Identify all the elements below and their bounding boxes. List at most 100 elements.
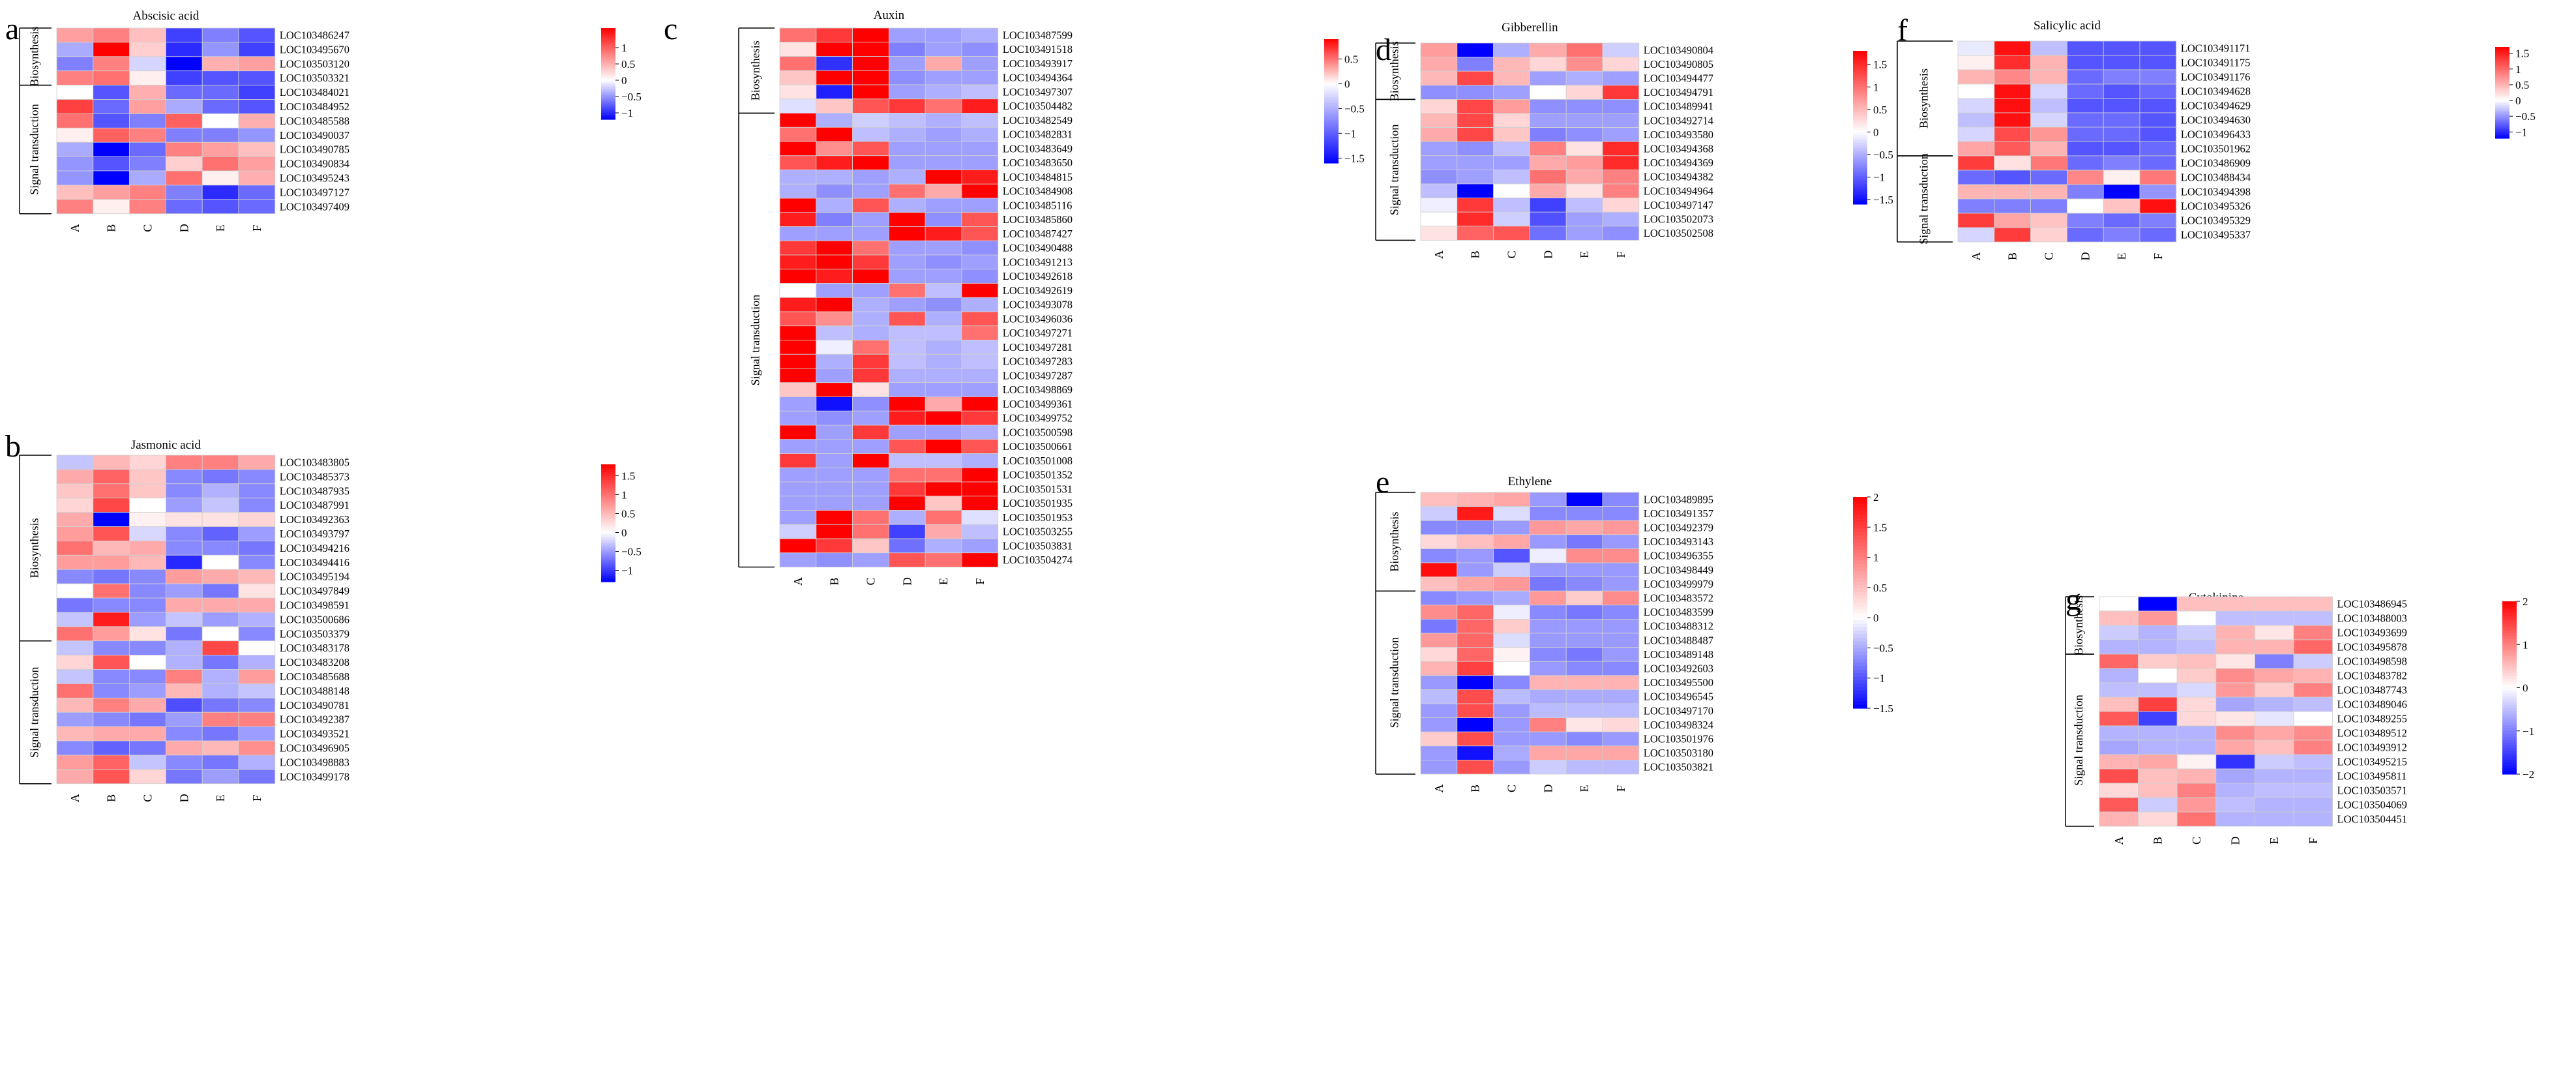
colorbar-swatch (601, 494, 615, 496)
heatmap-cell (165, 626, 203, 642)
heatmap-cell (56, 156, 94, 172)
heatmap-cell (129, 113, 166, 128)
heatmap-cell (1493, 605, 1530, 620)
heatmap-cell (2176, 783, 2217, 798)
heatmap-cell (2103, 112, 2140, 128)
heatmap-cell (779, 382, 817, 397)
heatmap-cell (1602, 85, 1640, 100)
heatmap-cell (1994, 141, 2032, 157)
colorbar-swatch (1853, 74, 1867, 77)
heatmap-cell (201, 755, 239, 770)
heatmap-cell (238, 99, 276, 114)
colorbar-swatch (601, 107, 615, 110)
colorbar-swatch (2495, 71, 2509, 74)
heatmap-cell (129, 669, 166, 684)
heatmap-cell (1602, 506, 1640, 521)
heatmap-cell (93, 127, 130, 143)
heatmap-cell (2099, 639, 2139, 655)
heatmap-cell (2139, 40, 2177, 56)
heatmap-cell (129, 469, 166, 485)
row-label: LOC103494216 (280, 542, 349, 554)
heatmap-cell (93, 626, 130, 642)
heatmap-cell (1457, 183, 1494, 199)
heatmap-cell (129, 640, 166, 656)
heatmap-cell (165, 583, 203, 599)
heatmap-cell (961, 141, 999, 157)
heatmap-cell (889, 410, 926, 426)
heatmap-cell (779, 353, 817, 369)
heatmap-cell (1493, 113, 1530, 128)
colorbar-swatch (1853, 89, 1867, 93)
heatmap-cell (961, 98, 999, 113)
heatmap-cell (1457, 85, 1494, 100)
heatmap-cell (2099, 740, 2139, 755)
heatmap-cell (56, 56, 94, 72)
heatmap-cell (1493, 633, 1530, 648)
heatmap-cell (925, 254, 962, 270)
colorbar-swatch (2495, 65, 2509, 67)
heatmap-cell (961, 84, 999, 100)
colorbar-swatch (2502, 713, 2517, 717)
heatmap-cell (165, 541, 203, 556)
panel-letter: b (5, 429, 21, 464)
heatmap-cell (925, 283, 962, 298)
colorbar-swatch (1324, 158, 1339, 162)
colorbar-swatch (1853, 117, 1867, 121)
heatmap-cell (889, 98, 926, 113)
heatmap-cell (2254, 625, 2294, 640)
heatmap-cell (56, 170, 94, 186)
colorbar-tick-label: 0 (621, 527, 627, 539)
heatmap-cell (1602, 155, 1640, 170)
colorbar-swatch (601, 110, 615, 112)
heatmap-cell (2215, 668, 2255, 683)
heatmap-cell (2254, 596, 2294, 612)
heatmap-cell (129, 170, 166, 186)
heatmap-cell (1420, 155, 1458, 170)
row-label: LOC103493580 (1644, 128, 1713, 141)
colorbar-swatch (601, 117, 615, 120)
heatmap-cell (779, 183, 817, 199)
colorbar-swatch (2495, 57, 2509, 60)
row-label: LOC103496433 (2181, 128, 2251, 141)
heatmap-cell (2254, 682, 2294, 698)
heatmap-cell (2293, 783, 2333, 798)
row-label: LOC103502073 (1644, 213, 1713, 226)
heatmap-cell (1602, 577, 1640, 592)
row-label: LOC103499752 (1003, 412, 1073, 425)
heatmap-cell (925, 439, 962, 454)
heatmap-cell (1493, 70, 1530, 86)
colorbar-swatch (2495, 135, 2509, 138)
heatmap-cell (961, 439, 999, 454)
heatmap-cell (2293, 610, 2333, 626)
colorbar-swatch (2495, 118, 2509, 121)
colorbar-swatch (1324, 84, 1339, 87)
heatmap-cell (238, 626, 276, 642)
heatmap-cell (2176, 768, 2217, 784)
colorbar-swatch (601, 550, 615, 553)
heatmap-cell (1957, 184, 1995, 200)
row-label: LOC103494477 (1644, 72, 1713, 85)
colorbar-swatch (1324, 70, 1339, 73)
heatmap-cell (93, 156, 130, 172)
heatmap-cell (889, 27, 926, 43)
row-label: LOC103485860 (1003, 213, 1073, 226)
colorbar-tick-label: 1 (1873, 552, 1879, 564)
row-label: LOC103498324 (1644, 719, 1713, 731)
row-label: LOC103489046 (2337, 698, 2407, 711)
heatmap-cell (129, 655, 166, 670)
row-label: LOC103494398 (2181, 186, 2251, 198)
heatmap-cell (925, 56, 962, 71)
heatmap-cell (1457, 675, 1494, 690)
panel-title: Ethylene (1508, 475, 1552, 488)
heatmap-cell (238, 569, 276, 584)
heatmap-cell (2139, 227, 2177, 243)
heatmap-cell (2293, 725, 2333, 741)
colorbar-swatch (1853, 132, 1867, 136)
heatmap-cell (1457, 534, 1494, 549)
heatmap-cell (1420, 141, 1458, 157)
heatmap-cell (925, 524, 962, 539)
heatmap-cell (925, 552, 962, 567)
heatmap-cell (1994, 184, 2032, 200)
colorbar-swatch (1853, 659, 1867, 663)
colorbar-swatch (1853, 63, 1867, 67)
